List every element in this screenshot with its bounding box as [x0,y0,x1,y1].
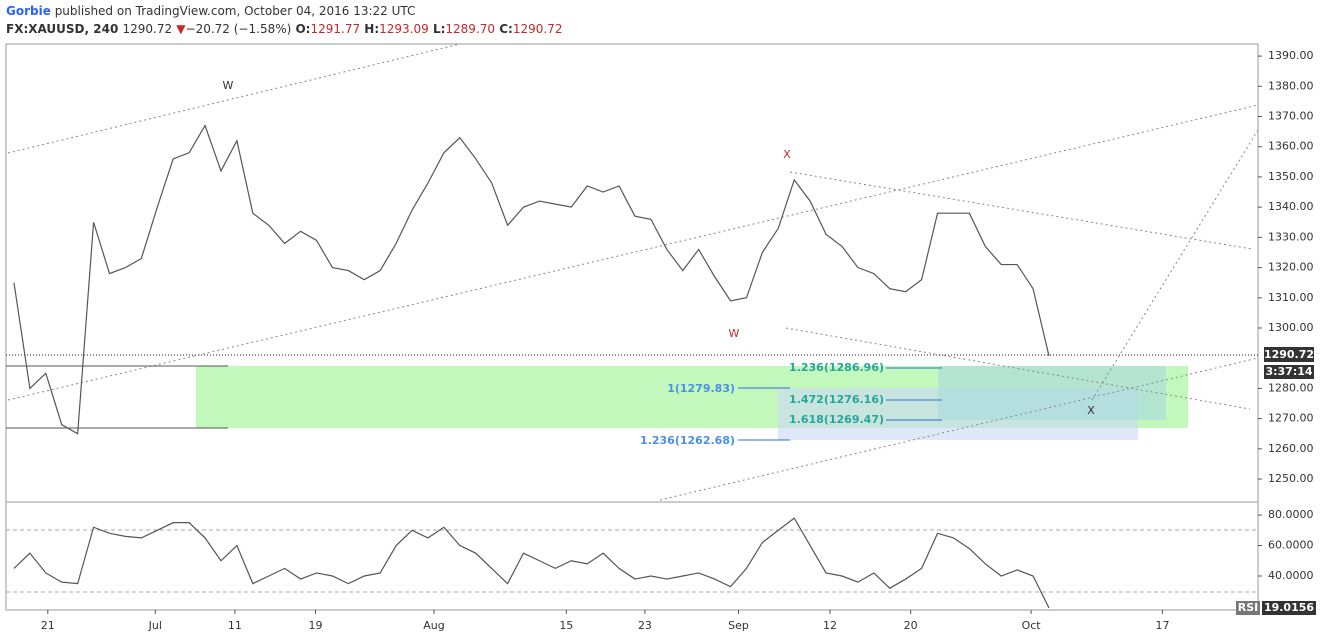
published: published on TradingView.com, October 04… [54,4,416,18]
trend-lines [6,43,1259,593]
wave-label: W [223,79,234,92]
y-tick-label: 1370.00 [1268,110,1314,123]
y-tick-label: 1250.00 [1268,472,1314,485]
x-tick-label: Oct [1022,619,1042,632]
fib-label: 1.236(1262.68) [640,434,735,447]
wave-label: X [783,148,791,161]
x-tick-label: 15 [559,619,573,632]
last-price: 1290.72 [1264,348,1314,361]
rsi-badge [1236,601,1260,615]
fib-lines [738,367,942,441]
x-tick-label: 19 [309,619,323,632]
y-tick-label: 1340.00 [1268,200,1314,213]
c-label: C: [499,22,513,36]
open: 1291.77 [310,22,361,36]
o-label: O: [295,22,311,36]
rsi-last: 19.0156 [1264,601,1314,614]
header: Gorbie published on TradingView.com, Oct… [6,2,562,38]
rsi-value-badge [1262,601,1316,615]
x-tick-label: 23 [638,619,652,632]
y-tick-label: 1350.00 [1268,170,1314,183]
h-label: H: [364,22,380,36]
last: 1290.72 [122,22,173,36]
countdown-badge [1264,365,1314,379]
x-tick-label: 17 [1155,619,1169,632]
arrow: ▼ [176,22,186,36]
y-tick-label: 60.0000 [1268,539,1314,552]
y-tick-label: 1380.00 [1268,79,1314,92]
rsi-label: RSI [1238,601,1259,614]
series-line [13,124,1050,435]
y-tick-label: 1330.00 [1268,230,1314,243]
fib-label: 1(1279.83) [667,382,735,395]
x-tick-label: 12 [823,619,837,632]
x-tick-label: Sep [728,619,749,632]
low: 1289.70 [445,22,496,36]
y-tick-label: 1320.00 [1268,261,1314,274]
x-tick-label: 21 [41,619,55,632]
quote-line: FX:XAUUSD, 240 1290.72 ▼−20.72 (−1.58%) … [6,20,562,38]
change: −20.72 (−1.58%) [185,22,292,36]
wave-label: X [1087,404,1095,417]
y-tick-label: 1360.00 [1268,140,1314,153]
wave-label: W [729,327,740,340]
price-badge [1264,347,1314,362]
symbol: FX:XAUUSD, 240 [6,22,119,36]
pane-border [5,43,1259,611]
y-tick-label: 80.0000 [1268,508,1314,521]
x-tick-label: 20 [904,619,918,632]
x-tick-label: Aug [423,619,444,632]
author[interactable]: Gorbie [6,4,51,18]
series-line [13,517,1050,609]
y-tick-label: 1270.00 [1268,412,1314,425]
countdown: 3:37:14 [1265,365,1312,378]
y-tick-label: 1300.00 [1268,321,1314,334]
y-tick-label: 1310.00 [1268,291,1314,304]
l-label: L: [432,22,446,36]
x-tick-label: Jul [148,619,162,632]
y-tick-label: 1390.00 [1268,49,1314,62]
y-tick-label: 1260.00 [1268,442,1314,455]
fib-label: 1.618(1269.47) [789,413,884,426]
publish-line: Gorbie published on TradingView.com, Oct… [6,2,562,20]
fib-zone [938,366,1166,420]
y-tick-label: 1280.00 [1268,381,1314,394]
fib-label: 1.472(1276.16) [789,393,884,406]
fib-label: 1.236(1286.96) [789,361,884,374]
close: 1290.72 [512,22,563,36]
high: 1293.09 [379,22,429,36]
y-tick-label: 40.0000 [1268,569,1314,582]
x-tick-label: 11 [228,619,242,632]
